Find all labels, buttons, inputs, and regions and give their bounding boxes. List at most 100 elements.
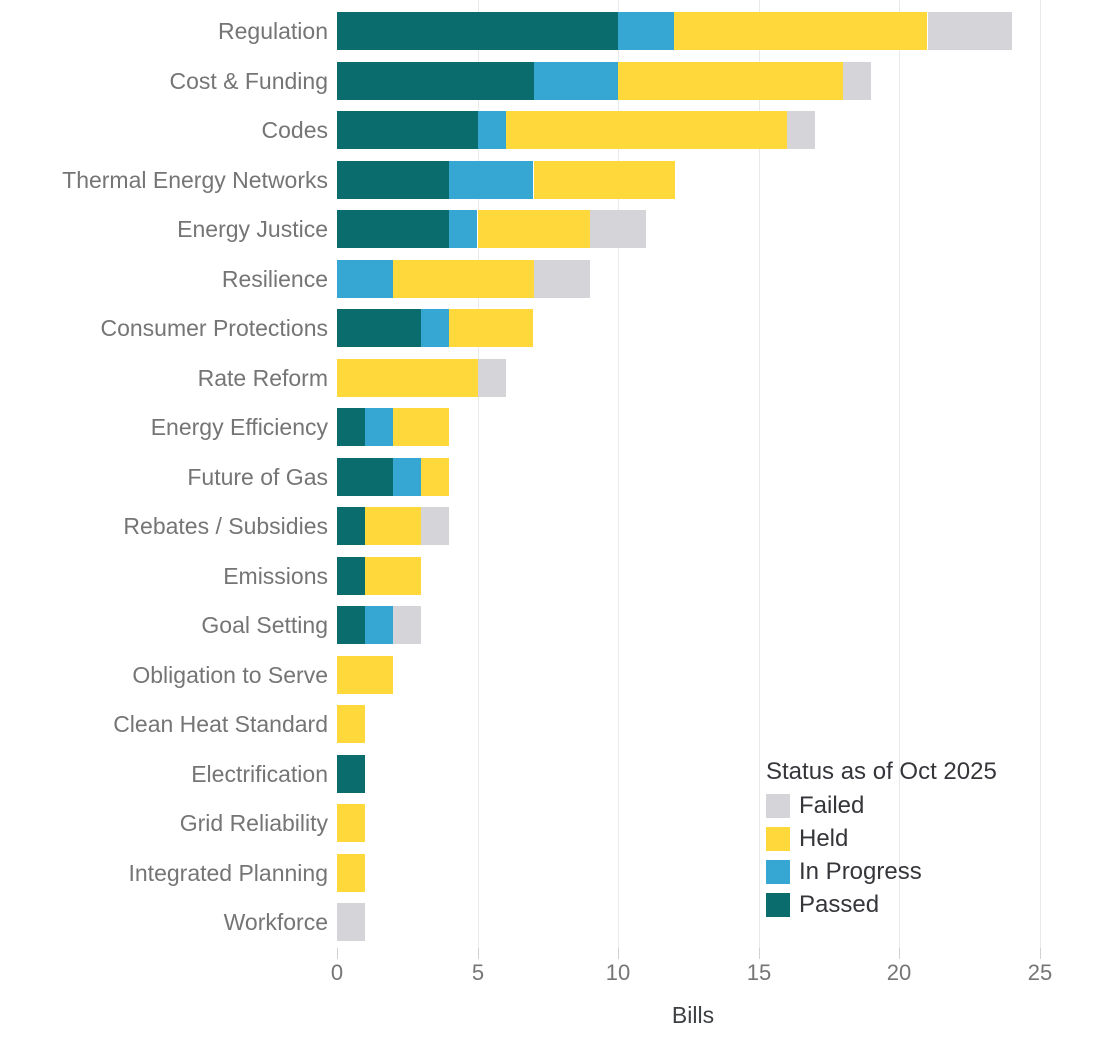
bar-row <box>337 161 1049 199</box>
bar-segment-failed <box>393 606 421 644</box>
bar-segment-in-progress <box>337 260 393 298</box>
bar-segment-failed <box>787 111 815 149</box>
x-tick-label: 20 <box>886 960 912 985</box>
bar-segment-in-progress <box>449 210 477 248</box>
category-label: Cost & Funding <box>169 68 328 94</box>
bar-segment-held <box>393 408 449 446</box>
category-label: Energy Justice <box>177 216 328 242</box>
bar-segment-failed <box>421 507 449 545</box>
legend-item-failed: Failed <box>766 793 997 818</box>
x-tickmark <box>899 948 900 959</box>
bar-segment-in-progress <box>534 62 618 100</box>
bar-row <box>337 12 1049 50</box>
bar-row <box>337 656 1049 694</box>
bar-segment-passed <box>337 755 365 793</box>
category-label: Electrification <box>191 761 328 787</box>
category-label: Integrated Planning <box>128 860 329 886</box>
bar-segment-passed <box>337 507 365 545</box>
category-label: Resilience <box>221 266 328 292</box>
category-label: Thermal Energy Networks <box>62 167 328 193</box>
x-tick-label: 0 <box>330 960 344 985</box>
bar-segment-passed <box>337 309 421 347</box>
bar-segment-in-progress <box>618 12 674 50</box>
legend-swatch <box>766 859 790 884</box>
bar-segment-held <box>393 260 534 298</box>
category-label: Clean Heat Standard <box>113 711 328 737</box>
bar-segment-passed <box>337 557 365 595</box>
bar-row <box>337 507 1049 545</box>
bar-row <box>337 210 1049 248</box>
category-label: Rebates / Subsidies <box>123 513 328 539</box>
x-tickmark <box>337 948 338 959</box>
bar-row <box>337 260 1049 298</box>
bar-segment-held <box>337 854 365 892</box>
bar-segment-passed <box>337 408 365 446</box>
bar-segment-held <box>506 111 787 149</box>
x-tick-label: 25 <box>1027 960 1053 985</box>
bar-segment-held <box>337 804 365 842</box>
bar-segment-held <box>534 161 675 199</box>
bar-segment-held <box>449 309 533 347</box>
x-tick-label: 5 <box>471 960 485 985</box>
legend-swatch <box>766 892 790 917</box>
bar-row <box>337 309 1049 347</box>
legend-items: Failed Held In Progress Passed <box>766 793 997 917</box>
bar-segment-in-progress <box>365 606 393 644</box>
bar-row <box>337 359 1049 397</box>
bar-segment-in-progress <box>393 458 421 496</box>
gridline-x-25 <box>1040 0 1041 948</box>
bar-segment-held <box>365 557 421 595</box>
legend-label: In Progress <box>799 858 922 885</box>
bar-segment-failed <box>843 62 871 100</box>
bar-segment-in-progress <box>449 161 533 199</box>
bar-row <box>337 854 1049 892</box>
bar-segment-held <box>337 656 393 694</box>
x-tick-label: 15 <box>746 960 772 985</box>
bar-segment-held <box>674 12 927 50</box>
bar-segment-failed <box>478 359 506 397</box>
legend-swatch <box>766 826 790 851</box>
plot-area <box>337 0 1049 948</box>
x-tickmark <box>1040 948 1041 959</box>
bar-segment-passed <box>337 161 449 199</box>
category-label: Codes <box>261 117 328 143</box>
category-label: Energy Efficiency <box>150 414 328 440</box>
gridline-x-20 <box>899 0 900 948</box>
bar-segment-failed <box>590 210 646 248</box>
bar-row <box>337 458 1049 496</box>
bar-segment-held <box>478 210 590 248</box>
bar-segment-held <box>618 62 843 100</box>
legend-item-held: Held <box>766 826 997 851</box>
category-label: Emissions <box>223 563 328 589</box>
x-tick-label: 10 <box>605 960 631 985</box>
x-tickmark <box>759 948 760 959</box>
bar-segment-passed <box>337 210 449 248</box>
legend-label: Passed <box>799 891 880 918</box>
bar-segment-in-progress <box>365 408 393 446</box>
legend-item-passed: Passed <box>766 892 997 917</box>
bar-segment-in-progress <box>421 309 449 347</box>
bar-segment-passed <box>337 12 618 50</box>
gridline-x-10 <box>618 0 619 948</box>
legend-item-in-progress: In Progress <box>766 859 997 884</box>
bar-segment-in-progress <box>478 111 506 149</box>
bar-segment-failed <box>928 12 1012 50</box>
bar-row <box>337 606 1049 644</box>
category-label: Future of Gas <box>187 464 328 490</box>
bar-segment-failed <box>534 260 590 298</box>
bar-segment-passed <box>337 606 365 644</box>
x-tickmark <box>478 948 479 959</box>
bar-row <box>337 111 1049 149</box>
legend-title: Status as of Oct 2025 <box>766 758 997 785</box>
bar-segment-held <box>337 359 478 397</box>
bar-row <box>337 705 1049 743</box>
bar-segment-passed <box>337 458 393 496</box>
category-label: Consumer Protections <box>100 315 328 341</box>
bar-row <box>337 408 1049 446</box>
bar-row <box>337 557 1049 595</box>
legend: Status as of Oct 2025 Failed Held In Progr… <box>766 758 997 925</box>
bar-segment-held <box>421 458 449 496</box>
bar-segment-failed <box>337 903 365 941</box>
category-label: Rate Reform <box>197 365 328 391</box>
